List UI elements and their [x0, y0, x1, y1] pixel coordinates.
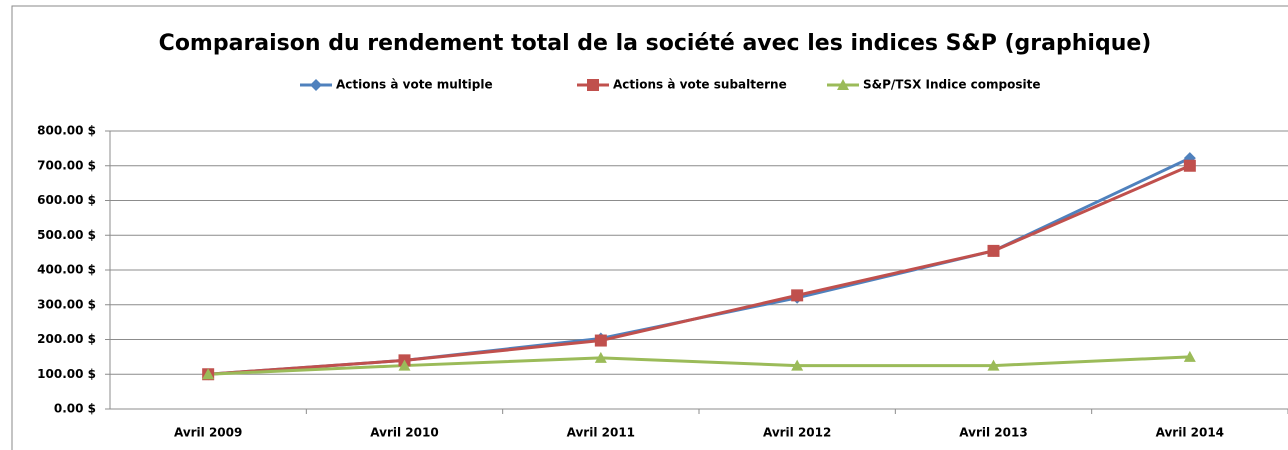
y-tick-label: 200.00 $ [37, 332, 96, 346]
x-tick-label: Avril 2011 [567, 426, 635, 440]
chart-title: Comparaison du rendement total de la soc… [159, 31, 1152, 56]
marker [1183, 350, 1196, 362]
marker [791, 289, 804, 302]
y-tick-label: 500.00 $ [37, 228, 96, 242]
series-line [208, 355, 1190, 376]
y-tick-label: 800.00 $ [37, 124, 96, 138]
x-tick-label: Avril 2014 [1156, 426, 1224, 440]
x-tick-label: Avril 2009 [174, 426, 242, 440]
x-tick-label: Avril 2012 [763, 426, 831, 440]
legend-label: S&P/TSX Indice composite [863, 78, 1041, 92]
legend-label: Actions à vote multiple [336, 78, 493, 92]
y-tick-label: 100.00 $ [37, 367, 96, 381]
y-tick-label: 600.00 $ [37, 193, 96, 207]
legend-label: Actions à vote subalterne [613, 78, 787, 92]
marker [987, 244, 1000, 257]
series-line [208, 164, 1191, 376]
marker [594, 351, 607, 363]
y-tick-label: 400.00 $ [37, 263, 96, 277]
y-tick-label: 700.00 $ [37, 158, 96, 172]
marker [791, 359, 804, 371]
marker [987, 359, 1000, 371]
marker [594, 334, 607, 347]
x-tick-label: Avril 2013 [959, 426, 1027, 440]
marker [398, 359, 411, 371]
x-tick-label: Avril 2010 [370, 426, 438, 440]
marker [1183, 159, 1196, 172]
marker [202, 368, 215, 380]
marker [837, 79, 849, 90]
y-tick-label: 300.00 $ [37, 297, 96, 311]
marker [310, 79, 322, 91]
series-line [208, 156, 1191, 376]
y-tick-label: 0.00 $ [54, 402, 96, 416]
chart-frame [11, 5, 1288, 450]
marker [587, 79, 599, 91]
